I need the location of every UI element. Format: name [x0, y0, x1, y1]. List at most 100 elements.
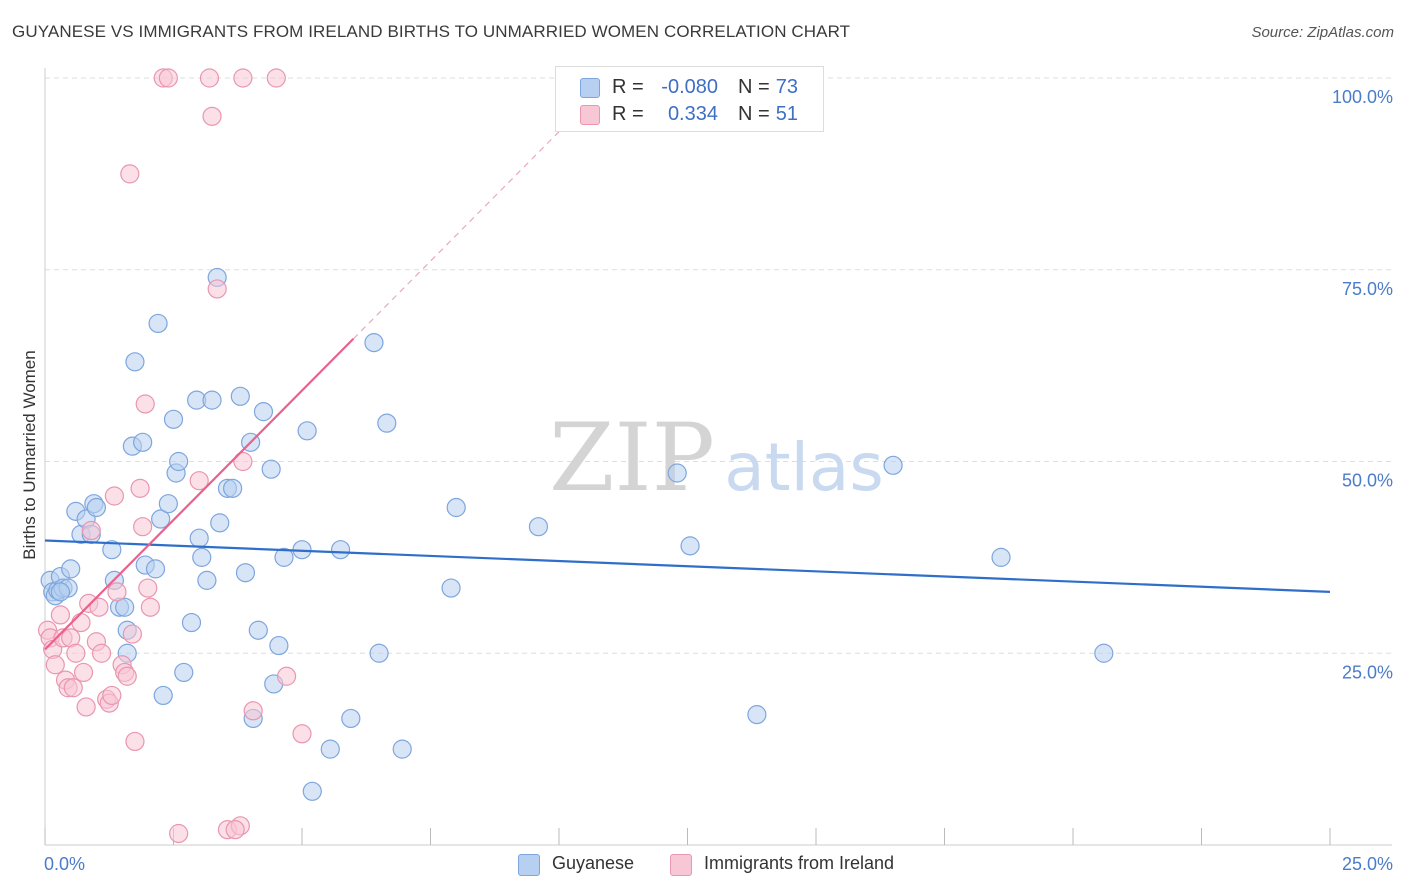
ireland-point [71, 612, 91, 633]
guyanese-point [145, 559, 166, 579]
r-value: 0.334 [667, 103, 718, 125]
n-value: 73 [775, 76, 798, 98]
guyanese-point [189, 528, 209, 548]
ireland-point [89, 597, 109, 617]
guyanese-point [1094, 643, 1114, 663]
guyanese-point [528, 517, 549, 537]
guyanese-point [369, 643, 389, 663]
r-label: R = [612, 76, 644, 98]
guyanese-point [320, 739, 340, 759]
guyanese-point [883, 455, 903, 475]
y-tick-label: 50.0% [1342, 471, 1393, 491]
legend-label: Guyanese [552, 853, 635, 873]
watermark-zip: ZIP [549, 404, 715, 513]
guyanese-point [446, 497, 466, 518]
guyanese-point [223, 478, 243, 498]
guyanese-point [125, 352, 145, 372]
y-axis-label: Births to Unmarried Women [20, 350, 39, 559]
ireland-point [102, 685, 122, 706]
legend-swatch-blue [518, 854, 540, 876]
guyanese-point [253, 402, 274, 422]
guyanese-point [169, 451, 189, 472]
guyanese-point [680, 536, 700, 556]
guyanese-trend-line [44, 539, 1331, 593]
ireland-point [243, 701, 263, 721]
ireland-point [91, 643, 112, 663]
guyanese-point [181, 612, 202, 633]
guyanese-point [133, 432, 153, 452]
guyanese-point [61, 559, 81, 579]
guyanese-point [330, 540, 351, 560]
guyanese-point [364, 333, 384, 353]
ireland-point [133, 517, 153, 537]
ireland-point [73, 662, 94, 683]
legend-swatch-blue [580, 78, 600, 98]
guyanese-point [115, 597, 135, 617]
guyanese-point [151, 509, 171, 529]
guyanese-point [274, 547, 294, 567]
guyanese-point [667, 463, 687, 483]
ireland-point [66, 643, 86, 663]
axes [44, 68, 1392, 846]
ireland-point [138, 578, 158, 598]
y-tick-label: 100.0% [1332, 87, 1393, 107]
guyanese-point [210, 513, 230, 533]
guyanese-point [377, 413, 397, 433]
ireland-point [104, 486, 124, 506]
guyanese-point [230, 386, 250, 406]
ireland-point [117, 666, 137, 686]
ireland-point [233, 451, 253, 472]
ireland-point [202, 106, 222, 126]
guyanese-point [102, 540, 122, 560]
guyanese-point [235, 563, 256, 583]
r-value: -0.080 [661, 76, 718, 98]
ireland-point [122, 624, 142, 644]
ireland-point [63, 678, 83, 698]
ireland-point [107, 582, 127, 602]
watermark-atlas: atlas [724, 429, 884, 506]
ireland-point [140, 597, 160, 617]
y-tick-label: 75.0% [1342, 279, 1393, 299]
guyanese-point [197, 570, 217, 590]
n-label: N = [738, 76, 770, 98]
chart-source: Source: ZipAtlas.com [1251, 24, 1394, 41]
ireland-point [130, 478, 150, 498]
chart-title: GUYANESE VS IMMIGRANTS FROM IRELAND BIRT… [12, 22, 851, 41]
guyanese-point [153, 685, 173, 706]
guyanese-point [747, 705, 767, 725]
correlation-legend: R = -0.080 N = 73 R = 0.334 N = 51 [555, 66, 824, 132]
x-tick-label: 0.0% [44, 854, 85, 874]
ireland-point [233, 68, 253, 88]
guyanese-point [297, 421, 317, 441]
ireland-point [120, 164, 140, 184]
legend-row-ireland: R = 0.334 N = 51 [556, 101, 823, 129]
y-tick-label: 25.0% [1342, 662, 1393, 682]
legend-label: Immigrants from Ireland [704, 853, 895, 873]
guyanese-point [86, 497, 107, 518]
legend-swatch-pink [670, 854, 692, 876]
guyanese-point [302, 781, 322, 801]
ireland-point [292, 724, 312, 744]
guyanese-point [991, 547, 1011, 567]
guyanese-point [202, 390, 222, 410]
ireland-point [225, 820, 245, 840]
guyanese-point [158, 494, 178, 514]
guyanese-point [174, 662, 194, 683]
watermark: ZIP atlas [549, 404, 884, 513]
guyanese-point [248, 620, 268, 640]
ireland-point [207, 279, 227, 299]
guyanese-point [392, 739, 412, 759]
ireland-point [125, 731, 145, 752]
n-value: 51 [775, 103, 798, 125]
n-label: N = [738, 103, 770, 125]
guyanese-point [261, 459, 281, 479]
ireland-trend-extension [352, 131, 560, 340]
x-tick-label: 25.0% [1342, 854, 1393, 874]
ireland-point [276, 666, 297, 686]
ireland-point [50, 605, 71, 625]
ireland-point [266, 68, 286, 88]
r-label: R = [612, 103, 644, 125]
ireland-point [189, 471, 209, 491]
ireland-point [81, 520, 101, 541]
